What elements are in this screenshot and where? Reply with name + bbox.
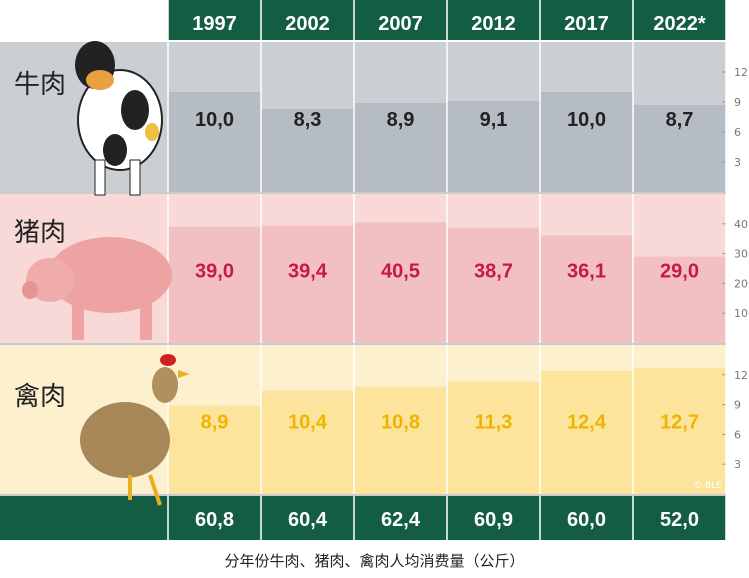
caption: 分年份牛肉、猪肉、禽肉人均消费量（公斤） [224, 552, 525, 570]
bar [168, 92, 261, 192]
tick-label: 6 [734, 126, 741, 139]
year-label: 1997 [192, 13, 237, 35]
tick-label: 10 [734, 307, 748, 320]
value-label: 36,1 [567, 261, 606, 283]
bar [168, 405, 261, 494]
value-label: 8,7 [666, 109, 694, 131]
year-label: 2007 [378, 13, 423, 35]
year-label: 2002 [285, 13, 330, 35]
bar [447, 227, 540, 343]
tick-label: 20 [734, 277, 748, 290]
value-label: 12,4 [567, 412, 607, 434]
bar [168, 226, 261, 343]
total-label: 60,8 [195, 509, 234, 531]
value-label: 39,4 [288, 261, 328, 283]
bar [354, 386, 447, 494]
total-label: 60,0 [567, 509, 606, 531]
year-label: 2017 [564, 13, 609, 35]
bar [540, 370, 633, 494]
total-label: 62,4 [381, 509, 421, 531]
value-label: 10,8 [381, 412, 420, 434]
bar [540, 92, 633, 192]
bar [354, 222, 447, 343]
credit: © BLE [693, 481, 722, 491]
total-label: 60,4 [288, 509, 328, 531]
value-label: 40,5 [381, 261, 420, 283]
poultry-label: 禽肉 [14, 382, 67, 412]
total-label: 60,9 [474, 509, 513, 531]
value-label: 10,0 [195, 109, 234, 131]
value-label: 29,0 [660, 261, 699, 283]
bar [633, 256, 726, 343]
tick-label: 9 [734, 96, 741, 109]
bar [447, 101, 540, 192]
value-label: 8,9 [201, 412, 229, 434]
value-label: 12,7 [660, 412, 699, 434]
bar [540, 235, 633, 343]
bar [633, 367, 726, 494]
cow-icon [75, 41, 163, 196]
value-label: 11,3 [475, 412, 513, 434]
value-label: 8,9 [387, 109, 415, 131]
bar [261, 390, 354, 494]
year-label: 2012 [471, 13, 516, 35]
bar [261, 225, 354, 343]
pig-icon [22, 237, 172, 340]
tick-label: 12 [734, 369, 748, 382]
tick-label: 6 [734, 428, 741, 441]
bar [354, 103, 447, 192]
totals-bar [0, 496, 726, 540]
value-label: 10,4 [288, 412, 328, 434]
bar [261, 109, 354, 192]
total-label: 52,0 [660, 509, 699, 531]
value-label: 10,0 [567, 109, 606, 131]
value-label: 9,1 [480, 109, 508, 131]
tick-label: 30 [734, 248, 748, 261]
tick-label: 12 [734, 66, 748, 79]
beef-label: 牛肉 [14, 70, 67, 100]
value-label: 39,0 [195, 261, 234, 283]
tick-label: 3 [734, 156, 741, 169]
bar [447, 381, 540, 494]
chicken-icon [80, 354, 190, 506]
pork-label: 猪肉 [14, 218, 67, 248]
tick-label: 40 [734, 218, 748, 231]
bar [633, 105, 726, 192]
year-label: 2022* [653, 13, 705, 35]
value-label: 38,7 [474, 261, 513, 283]
value-label: 8,3 [294, 109, 322, 131]
tick-label: 3 [734, 458, 741, 471]
tick-label: 9 [734, 399, 741, 412]
